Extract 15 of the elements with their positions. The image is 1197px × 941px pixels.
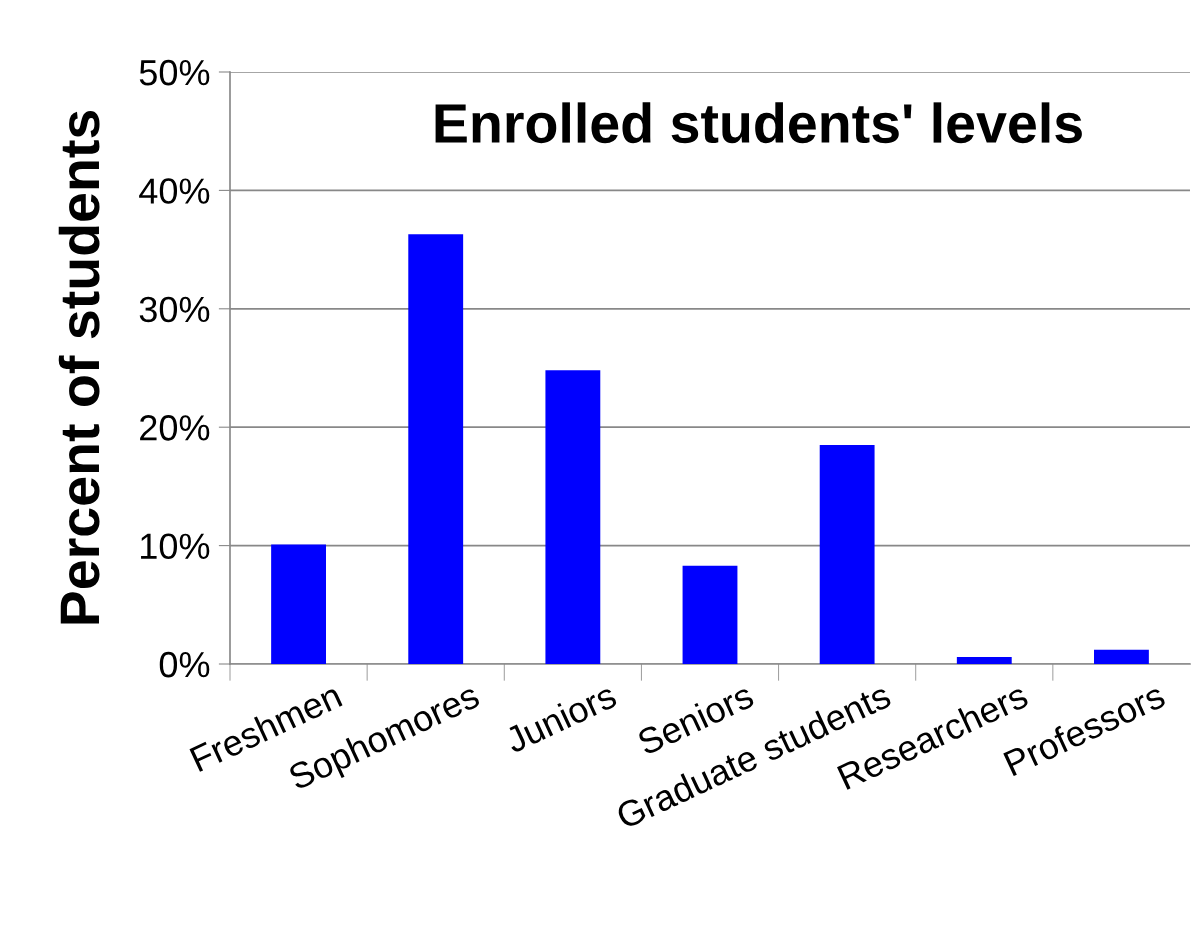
y-tick-label: 40% (139, 178, 210, 204)
bar (545, 370, 601, 664)
y-axis-title: Percent of students (58, 110, 100, 624)
y-tick-label: 20% (140, 415, 210, 441)
bar (956, 656, 1012, 664)
bar (682, 565, 738, 664)
bar (408, 234, 464, 664)
y-tick-label: 50% (139, 59, 210, 86)
y-tick-label: 10% (141, 533, 210, 560)
y-tick-label: 30% (139, 296, 210, 323)
bar (1094, 649, 1149, 664)
chart-title: Enrolled students' levels (435, 102, 1082, 144)
bar (819, 444, 875, 664)
bar (271, 544, 326, 664)
y-tick-label: 0% (159, 651, 210, 678)
